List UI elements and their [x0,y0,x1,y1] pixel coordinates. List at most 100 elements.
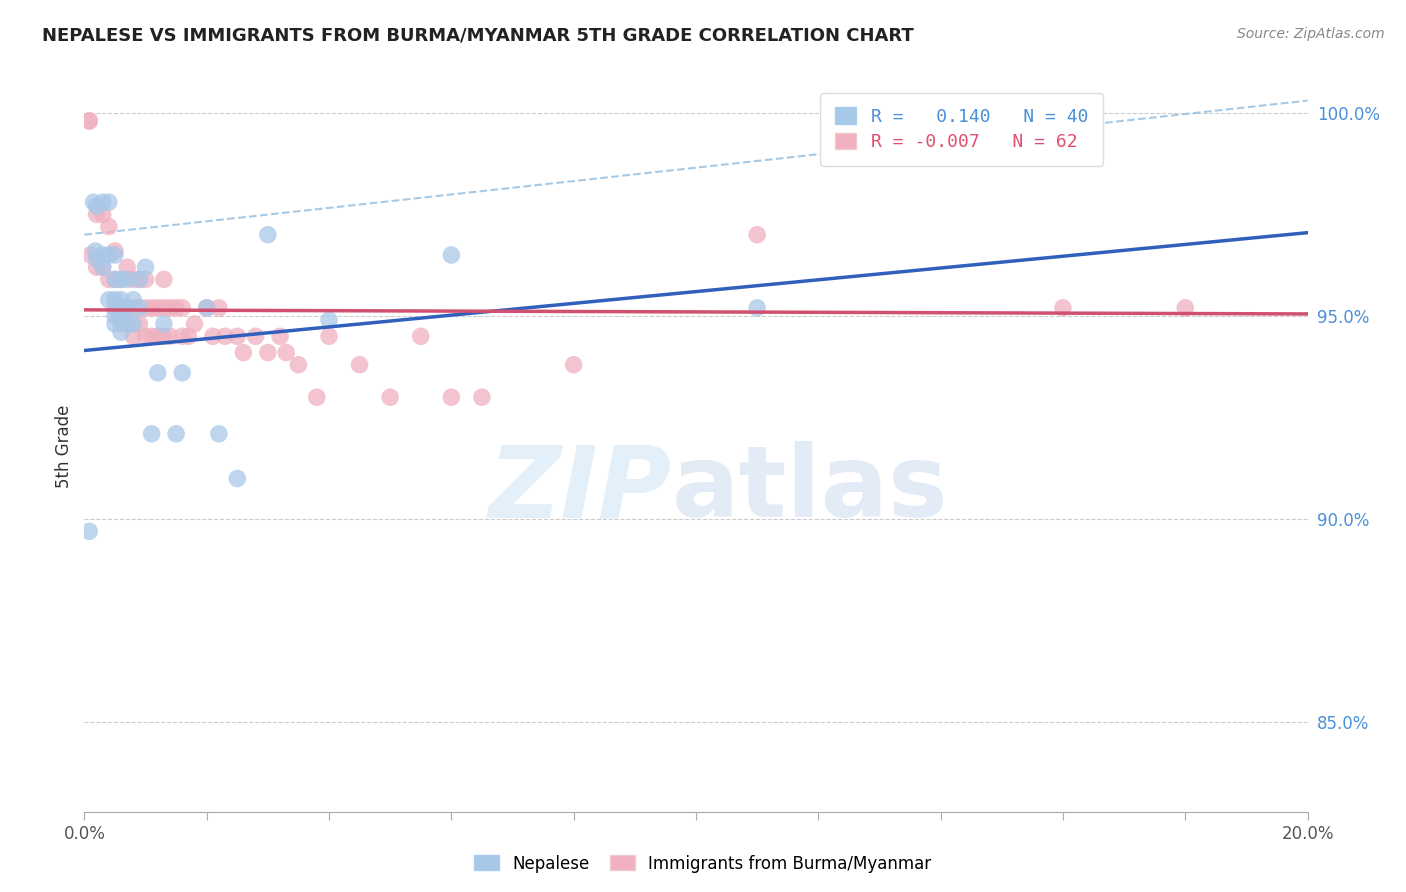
Point [104,272,127,286]
Point [305,390,328,404]
Point [318,329,340,343]
Point [141,426,163,441]
Point [110,293,132,307]
Point [409,329,432,343]
Point [110,317,132,331]
Point [77,524,100,539]
Point [159,301,181,315]
Point [122,272,145,286]
Point [122,317,145,331]
Point [440,248,463,262]
Point [110,272,132,286]
Point [318,313,340,327]
Point [104,248,127,262]
Point [208,301,231,315]
Y-axis label: 5th Grade: 5th Grade [55,404,73,488]
Point [165,301,187,315]
Point [153,329,176,343]
Text: ZIP: ZIP [488,442,672,539]
Point [141,301,163,315]
Point [83,195,105,210]
Point [104,244,127,258]
Point [172,329,194,343]
Point [349,358,371,372]
Point [110,272,132,286]
Point [104,317,127,331]
Point [440,390,463,404]
Point [110,309,132,323]
Point [122,301,145,315]
Point [146,301,169,315]
Point [232,345,254,359]
Point [165,426,187,441]
Point [276,345,298,359]
Legend: Nepalese, Immigrants from Burma/Myanmar: Nepalese, Immigrants from Burma/Myanmar [468,848,938,880]
Point [195,301,218,315]
Point [77,114,100,128]
Point [380,390,402,404]
Point [135,329,157,343]
Point [86,199,108,213]
Point [91,260,114,275]
Point [110,301,132,315]
Point [97,272,120,286]
Point [172,366,194,380]
Text: atlas: atlas [672,442,948,539]
Point [128,272,150,286]
Point [104,301,127,315]
Point [110,325,132,339]
Point [97,219,120,234]
Point [135,301,157,315]
Point [135,272,157,286]
Point [104,293,127,307]
Point [84,244,107,258]
Point [471,390,494,404]
Point [208,426,231,441]
Point [77,114,100,128]
Point [91,248,114,262]
Point [97,248,120,262]
Point [172,301,194,315]
Point [115,317,138,331]
Point [287,358,309,372]
Point [226,471,249,485]
Point [115,317,138,331]
Point [104,309,127,323]
Point [146,329,169,343]
Point [269,329,291,343]
Point [122,329,145,343]
Point [153,272,176,286]
Point [128,272,150,286]
Point [104,272,127,286]
Point [1052,301,1074,315]
Point [91,195,114,210]
Point [183,317,205,331]
Point [562,358,585,372]
Point [159,329,181,343]
Text: Source: ZipAtlas.com: Source: ZipAtlas.com [1237,27,1385,41]
Point [128,301,150,315]
Point [91,260,114,275]
Point [97,195,120,210]
Point [128,317,150,331]
Point [97,293,120,307]
Text: NEPALESE VS IMMIGRANTS FROM BURMA/MYANMAR 5TH GRADE CORRELATION CHART: NEPALESE VS IMMIGRANTS FROM BURMA/MYANMA… [42,27,914,45]
Point [177,329,200,343]
Point [1174,301,1197,315]
Point [115,260,138,275]
Point [195,301,218,315]
Point [201,329,224,343]
Point [141,329,163,343]
Point [257,345,280,359]
Point [153,317,176,331]
Point [115,272,138,286]
Point [86,252,108,266]
Point [86,260,108,275]
Point [86,207,108,221]
Point [146,366,169,380]
Point [153,301,176,315]
Point [257,227,280,242]
Point [214,329,236,343]
Legend: R =   0.140   N = 40, R = -0.007   N = 62: R = 0.140 N = 40, R = -0.007 N = 62 [820,93,1102,166]
Point [245,329,267,343]
